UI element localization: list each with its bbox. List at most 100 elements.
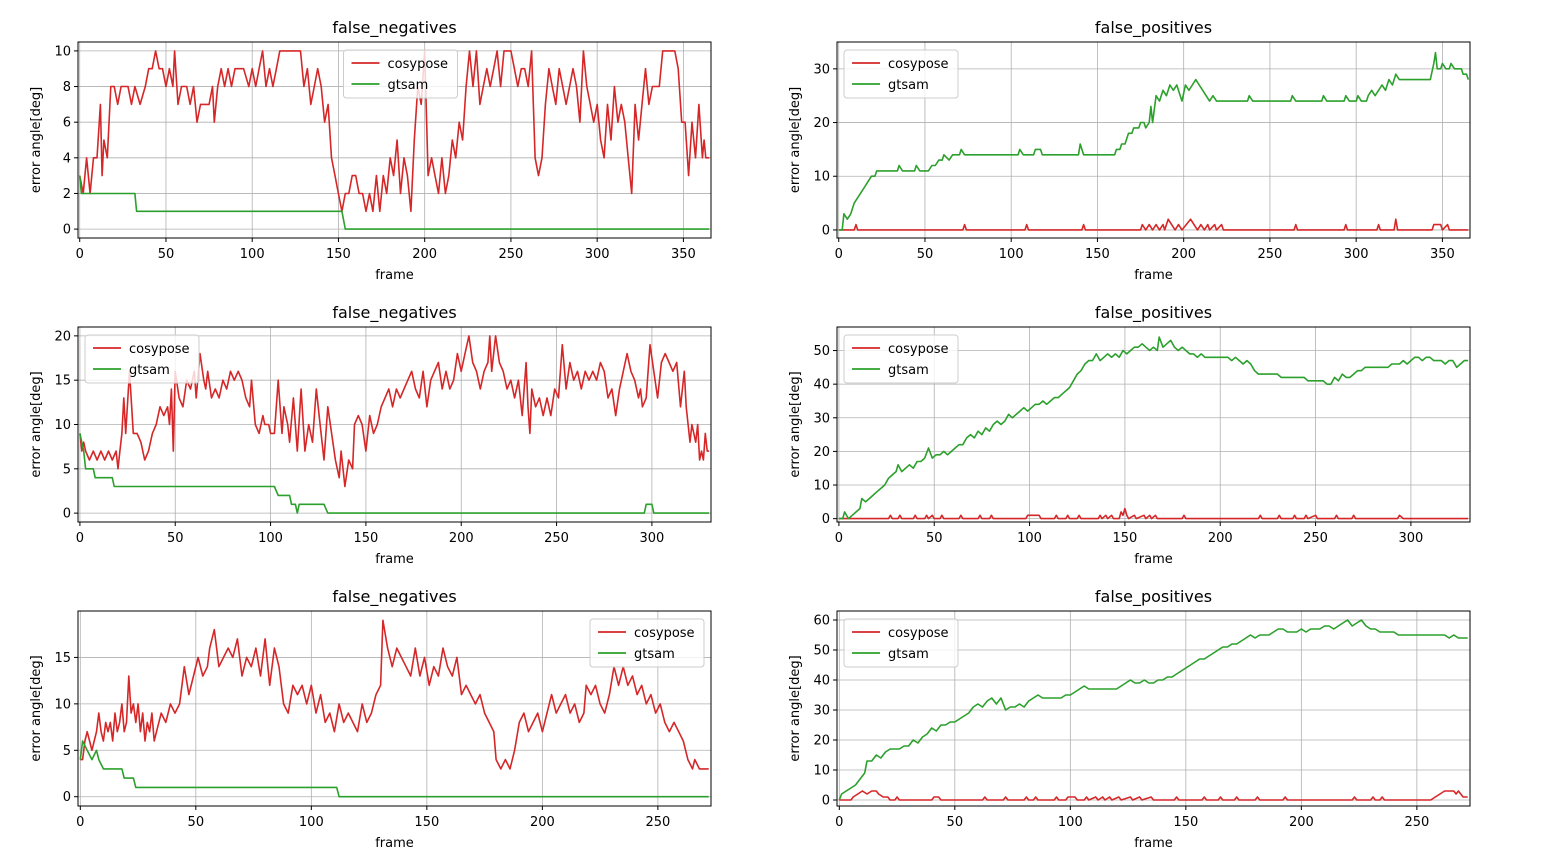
legend: cosypose gtsam <box>843 618 959 668</box>
subplot-3: 0 50 100 150 200 250 300 0 5 10 15 20 false_negative… <box>29 303 712 567</box>
x-tick-label: 150 <box>326 247 351 262</box>
subplot-5: 0 50 100 150 200 250 0 5 10 15 false_negativesfram… <box>29 587 712 849</box>
y-tick-label: 15 <box>54 374 71 389</box>
legend: cosypose gtsam <box>589 618 705 668</box>
series-line-cosypose <box>838 507 1469 520</box>
legend-box <box>84 334 200 384</box>
chart-title: false_positives <box>1095 587 1212 607</box>
x-tick-label: 0 <box>835 815 843 830</box>
y-tick-label: 60 <box>813 614 830 629</box>
x-tick-label: 50 <box>917 247 934 262</box>
x-tick-label: 100 <box>999 247 1024 262</box>
legend: cosypose gtsam <box>343 49 458 99</box>
x-tick-label: 150 <box>1173 815 1198 830</box>
axes-frame <box>77 610 712 807</box>
x-tick-label: 150 <box>1085 247 1110 262</box>
series-line-cosypose <box>80 619 709 770</box>
x-tick-label: 300 <box>1398 531 1423 546</box>
y-tick-label: 10 <box>813 479 830 494</box>
x-tick-label: 250 <box>645 815 670 830</box>
series-line-cosypose <box>838 218 1469 231</box>
x-tick-label: 350 <box>671 247 696 262</box>
x-tick-label: 150 <box>414 815 439 830</box>
x-tick-label: 50 <box>947 815 964 830</box>
y-tick-label: 0 <box>822 794 830 809</box>
legend: cosypose gtsam <box>84 334 200 384</box>
x-tick-label: 50 <box>926 531 943 546</box>
chart-title: false_negatives <box>332 18 456 38</box>
y-tick-label: 5 <box>63 462 71 477</box>
series-line-gtsam <box>838 619 1468 801</box>
y-tick-label: 20 <box>813 116 830 131</box>
x-tick-label: 300 <box>639 531 664 546</box>
x-tick-label: 100 <box>258 531 283 546</box>
legend-label-gtsam: gtsam <box>129 363 170 378</box>
legend-label-cosypose: cosypose <box>634 626 695 641</box>
y-tick-label: 10 <box>54 44 71 59</box>
series-line-cosypose <box>79 335 710 488</box>
x-tick-label: 100 <box>240 247 265 262</box>
y-tick-label: 30 <box>813 62 830 77</box>
x-tick-label: 300 <box>1344 247 1369 262</box>
legend: cosypose gtsam <box>843 49 959 99</box>
x-axis-label: frame <box>1134 268 1173 283</box>
legend-label-gtsam: gtsam <box>888 78 929 93</box>
legend-label-gtsam: gtsam <box>888 363 929 378</box>
x-tick-label: 0 <box>76 815 84 830</box>
x-tick-label: 300 <box>585 247 610 262</box>
legend-box <box>843 618 959 668</box>
series-line-gtsam <box>838 336 1469 520</box>
x-tick-label: 250 <box>1258 247 1283 262</box>
x-tick-label: 250 <box>1404 815 1429 830</box>
legend-label-cosypose: cosypose <box>888 57 949 72</box>
legend-label-cosypose: cosypose <box>888 342 949 357</box>
y-tick-label: 50 <box>813 644 830 659</box>
legend-box <box>843 334 959 384</box>
axes-frame <box>836 41 1471 239</box>
y-axis-label: error angle[deg] <box>788 87 803 193</box>
x-tick-label: 100 <box>1058 815 1083 830</box>
y-tick-label: 30 <box>813 411 830 426</box>
series-line-gtsam <box>78 175 710 230</box>
x-tick-label: 250 <box>1303 531 1328 546</box>
series-line-gtsam <box>79 433 710 514</box>
y-tick-label: 0 <box>63 507 71 522</box>
x-tick-label: 200 <box>1289 815 1314 830</box>
axes-frame <box>77 41 712 239</box>
legend: cosypose gtsam <box>843 334 959 384</box>
x-tick-label: 50 <box>167 531 184 546</box>
x-tick-label: 200 <box>449 531 474 546</box>
x-tick-label: 150 <box>1112 531 1137 546</box>
series-line-cosypose <box>839 790 1468 801</box>
y-axis-label: error angle[deg] <box>788 655 803 761</box>
y-tick-label: 0 <box>63 223 71 238</box>
chart-title: false_positives <box>1095 303 1212 323</box>
chart-title: false_negatives <box>332 303 456 323</box>
y-tick-label: 10 <box>54 697 71 712</box>
x-tick-label: 100 <box>1017 531 1042 546</box>
y-tick-label: 0 <box>63 790 71 805</box>
legend-label-cosypose: cosypose <box>888 626 949 641</box>
subplot-1: 0 50 100 150 200 250 300 350 0 2 4 6 8 10 false_negati… <box>29 18 712 283</box>
legend-label-cosypose: cosypose <box>129 342 190 357</box>
y-axis-label: error angle[deg] <box>788 371 803 477</box>
x-tick-label: 100 <box>299 815 324 830</box>
x-tick-label: 350 <box>1430 247 1455 262</box>
y-tick-label: 0 <box>822 223 830 238</box>
series-line-gtsam <box>79 740 709 798</box>
x-tick-label: 200 <box>1208 531 1233 546</box>
y-tick-label: 20 <box>54 329 71 344</box>
x-tick-label: 0 <box>835 531 843 546</box>
x-tick-label: 250 <box>499 247 524 262</box>
subplot-4: 0 50 100 150 200 250 300 0 10 20 30 40 50 false_posit… <box>788 303 1471 567</box>
x-axis-label: frame <box>1134 552 1173 567</box>
y-tick-label: 40 <box>813 378 830 393</box>
series-line-cosypose <box>78 50 710 213</box>
y-tick-label: 2 <box>63 187 71 202</box>
y-tick-label: 4 <box>63 151 71 166</box>
x-axis-label: frame <box>375 836 414 849</box>
x-tick-label: 0 <box>76 531 84 546</box>
subplot-2: 0 50 100 150 200 250 300 350 0 10 20 30 false_positi… <box>788 18 1471 283</box>
series-line-gtsam <box>838 51 1470 231</box>
